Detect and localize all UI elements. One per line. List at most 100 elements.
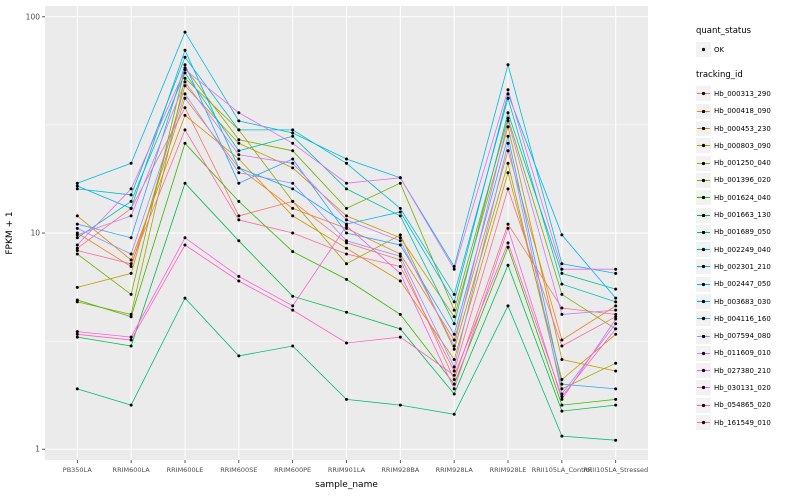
legend-item-tracking: Hb_004116_160 [696, 310, 800, 327]
data-point [560, 392, 564, 396]
data-point [398, 279, 402, 283]
legend-item-tracking: Hb_000803_090 [696, 137, 800, 154]
legend-key-line-point [696, 363, 711, 379]
data-point [506, 171, 510, 175]
legend-tracking-items: Hb_000313_290 Hb_000418_090 Hb_000453_230 H… [696, 85, 800, 431]
data-point [560, 292, 564, 296]
data-point [345, 262, 348, 266]
data-point [560, 403, 564, 407]
data-point [506, 116, 510, 120]
data-point [614, 327, 618, 331]
data-point [560, 267, 564, 271]
data-point [129, 252, 133, 256]
legend-item-label: Hb_054865_020 [714, 401, 771, 410]
data-point [75, 214, 79, 218]
data-point [560, 378, 564, 381]
data-point [506, 263, 510, 267]
data-point [129, 236, 133, 240]
data-point [506, 149, 510, 153]
data-point [183, 68, 187, 72]
data-point [75, 222, 79, 226]
legend-key-line-point [696, 103, 711, 119]
data-point [452, 267, 456, 271]
data-point [75, 226, 79, 230]
series-key-icon [696, 380, 711, 396]
series-key-icon [696, 397, 711, 413]
data-point [614, 300, 618, 304]
legend-item-tracking: Hb_001396_020 [696, 172, 800, 189]
data-point [75, 330, 79, 334]
data-point [345, 310, 348, 314]
x-tick-label: RRIM600LA [113, 466, 151, 474]
data-point [75, 181, 79, 185]
data-point [506, 187, 510, 191]
data-point [75, 298, 79, 302]
legend-quant-title: quant_status [696, 26, 752, 36]
legend-item-tracking: Hb_002447_050 [696, 276, 800, 293]
legend-key-line-point [696, 397, 711, 413]
legend-item-label: Hb_000418_090 [714, 107, 771, 116]
series-key-icon [696, 363, 711, 379]
data-point [614, 397, 618, 401]
data-point [506, 241, 510, 245]
data-point [560, 233, 564, 237]
data-point [398, 271, 402, 275]
data-point [237, 199, 241, 203]
legend-item-tracking: Hb_002301_210 [696, 258, 800, 275]
data-point [75, 184, 79, 188]
series-key-icon [696, 276, 711, 292]
data-point [183, 106, 187, 110]
x-tick-label: RRII105LA_Control [532, 466, 592, 474]
data-point [398, 252, 402, 256]
data-point [183, 181, 187, 185]
data-point [398, 312, 402, 316]
data-point [183, 55, 187, 59]
data-point [345, 161, 348, 165]
data-point [291, 344, 295, 348]
x-tick-label: RRII105LA_Stressed [583, 466, 648, 474]
legend-item-tracking: Hb_000453_230 [696, 120, 800, 137]
legend-key-point [696, 42, 711, 58]
data-point [452, 322, 456, 326]
legend-key-line-point [696, 190, 711, 206]
legend-item-label: Hb_001663_130 [714, 211, 771, 220]
data-point [129, 312, 133, 316]
data-point [614, 287, 618, 291]
legend-item-quant: OK [696, 41, 800, 58]
data-point [452, 369, 456, 373]
legend-item-tracking: Hb_000418_090 [696, 103, 800, 120]
legend-quant-section: quant_status OK [696, 26, 800, 58]
data-point [75, 249, 79, 252]
data-point [291, 166, 295, 170]
data-point [129, 271, 133, 275]
data-point [614, 296, 618, 300]
data-point [183, 30, 187, 34]
data-point [506, 161, 510, 165]
data-point [129, 292, 133, 296]
series-key-icon [696, 294, 711, 309]
data-point [560, 312, 564, 316]
data-point [237, 354, 241, 358]
data-point [183, 80, 187, 84]
legend: quant_status OK tracking_id Hb_000313_29… [696, 26, 800, 443]
data-point [452, 315, 456, 319]
data-point [75, 246, 79, 250]
data-point [452, 338, 456, 342]
x-tick-label: RRIM600LE [167, 466, 204, 474]
data-point [398, 254, 402, 258]
data-point [398, 403, 402, 407]
data-point [560, 282, 564, 286]
data-point [237, 214, 241, 218]
legend-key-line-point [696, 311, 711, 327]
data-point [560, 382, 564, 386]
data-point [291, 141, 295, 145]
data-point [129, 262, 133, 266]
x-tick-label: RRIM928LA [436, 466, 474, 474]
data-point [452, 382, 456, 386]
data-point [183, 128, 187, 132]
data-point [614, 387, 618, 391]
data-point [345, 157, 348, 161]
data-point [506, 245, 510, 249]
